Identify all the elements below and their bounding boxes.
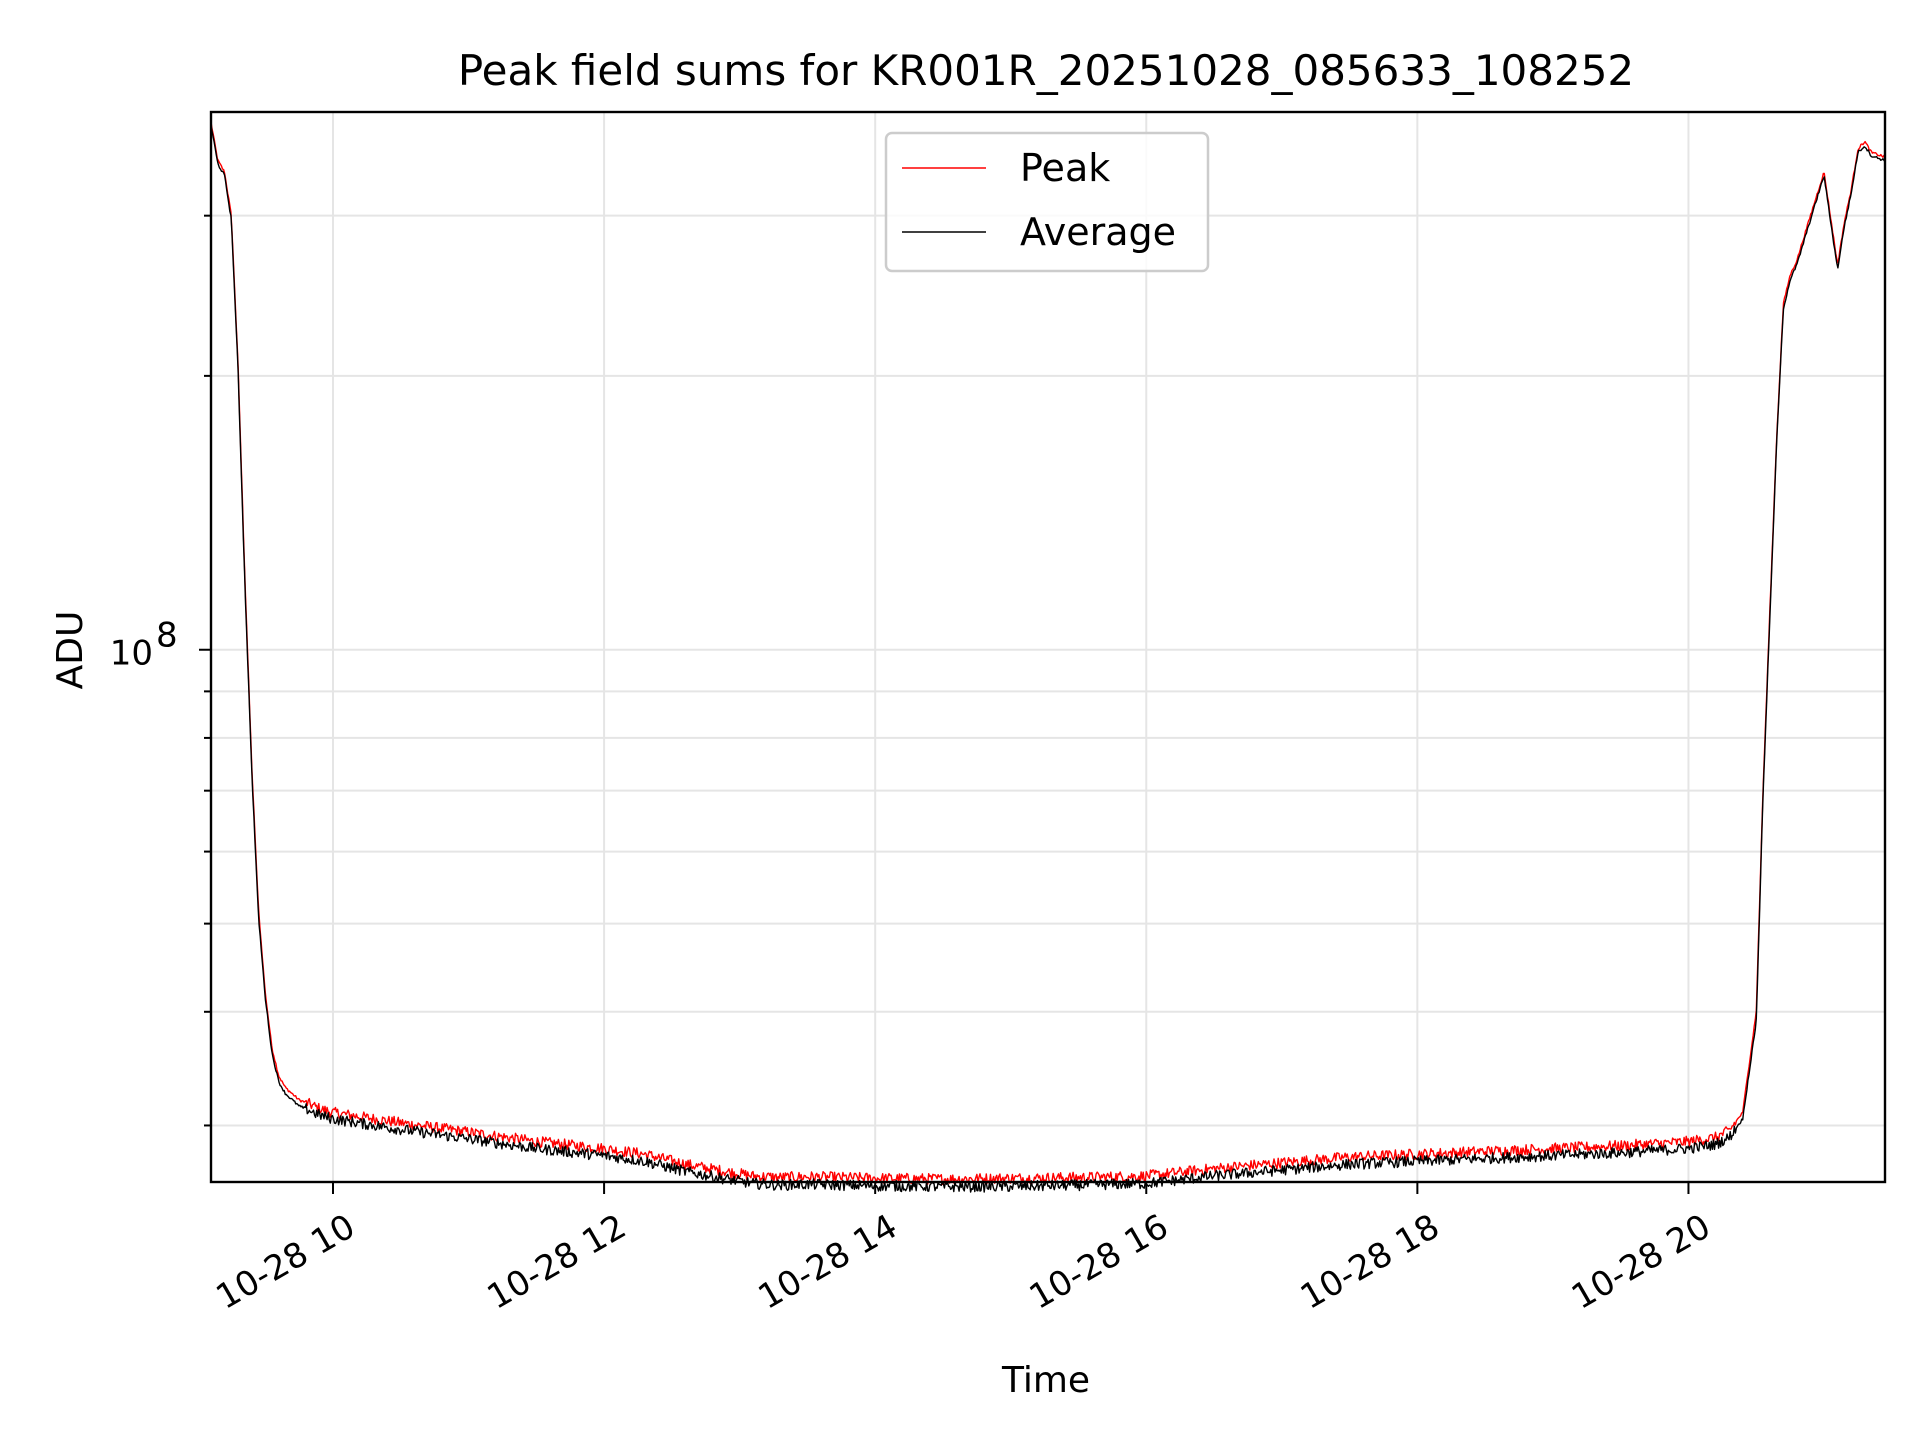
x-tick-label: 10-28 12 — [481, 1207, 633, 1318]
x-tick-label: 10-28 14 — [752, 1207, 904, 1318]
y-axis-label: ADU — [50, 611, 91, 690]
x-tick-label: 10-28 20 — [1565, 1207, 1717, 1318]
x-tick-label: 10-28 16 — [1023, 1207, 1175, 1318]
series-line-average — [210, 124, 1886, 1193]
series-lines — [210, 121, 1886, 1193]
legend-peak-label: Peak — [1020, 146, 1110, 190]
chart-title: Peak field sums for KR001R_20251028_0856… — [458, 46, 1634, 95]
x-tick-label: 10-28 10 — [209, 1207, 361, 1318]
legend: Peak Average — [884, 131, 1210, 273]
plot-frame — [209, 110, 1887, 1184]
legend-average-label: Average — [1020, 210, 1176, 254]
x-tick-label: 10-28 18 — [1294, 1207, 1446, 1318]
y-tick-label: 10 — [110, 634, 153, 674]
x-axis-label: Time — [1001, 1360, 1090, 1401]
y-tick-label-exponent: 8 — [156, 616, 178, 656]
grid — [211, 112, 1885, 1182]
series-line-peak — [210, 121, 1886, 1186]
